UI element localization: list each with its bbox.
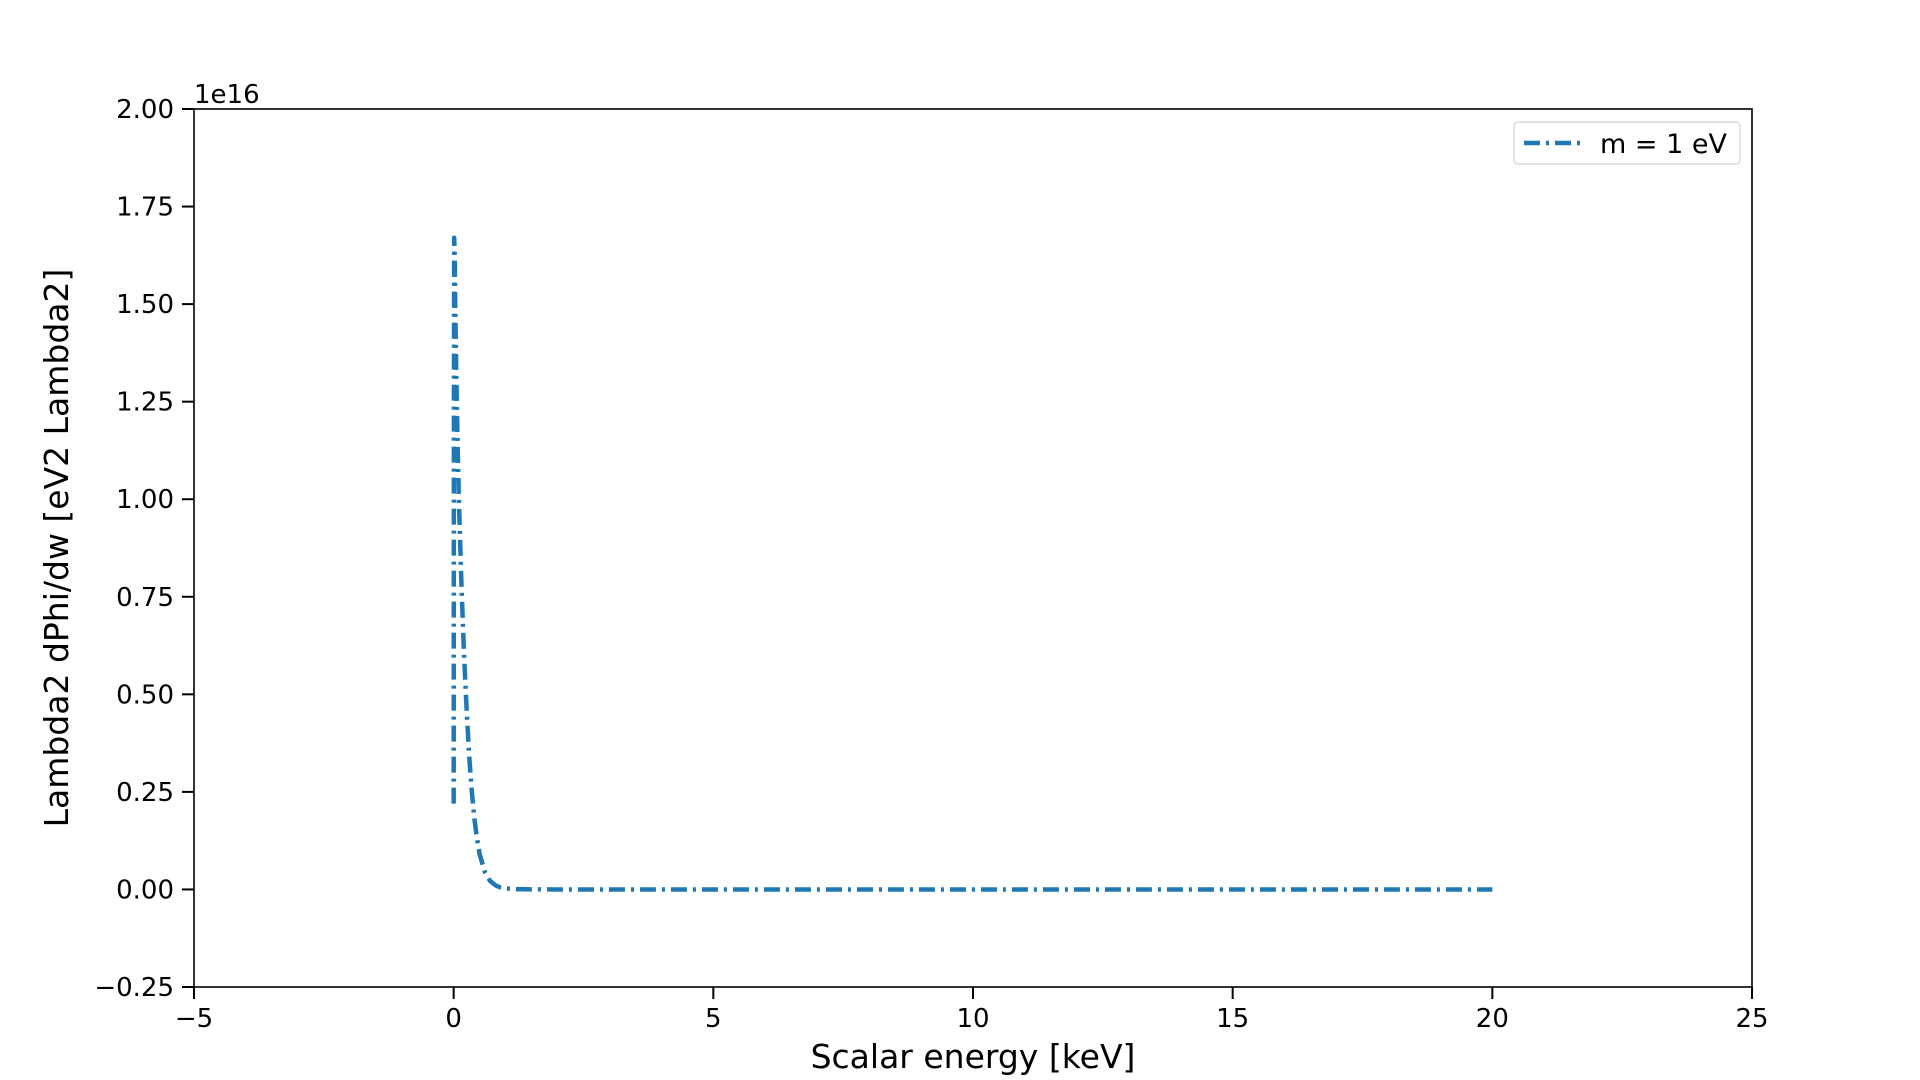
y-tick-label: −0.25 — [94, 973, 174, 1003]
legend-label: m = 1 eV — [1600, 129, 1727, 160]
x-tick-label: 5 — [705, 1004, 722, 1034]
legend: m = 1 eV — [1513, 121, 1741, 165]
y-offset-text: 1e16 — [194, 80, 260, 110]
x-axis-ticks: −5 0 5 10 15 20 25 — [175, 987, 1769, 1034]
y-axis-label: Lambda2 dPhi/dw [eV2 Lambda2] — [37, 269, 76, 828]
x-tick-label: 10 — [956, 1004, 989, 1034]
y-tick-label: 2.00 — [116, 95, 174, 125]
x-tick-label: 15 — [1216, 1004, 1249, 1034]
x-tick-label: 25 — [1735, 1004, 1768, 1034]
series-line — [451, 235, 1493, 892]
plot-frame — [193, 108, 1753, 988]
series-layer — [451, 235, 1493, 892]
x-axis-label: Scalar energy [keV] — [811, 1037, 1136, 1076]
x-tick-label: 20 — [1476, 1004, 1509, 1034]
y-axis-ticks: −0.25 0.00 0.25 0.50 0.75 1.00 1.25 1.50 1.75 2.0… — [94, 95, 194, 1003]
y-tick-label: 0.25 — [116, 778, 174, 808]
y-tick-label: 1.75 — [116, 193, 174, 223]
y-tick-label: 0.50 — [116, 680, 174, 710]
x-tick-label: 0 — [445, 1004, 462, 1034]
y-tick-label: 0.75 — [116, 583, 174, 613]
y-tick-label: 1.50 — [116, 290, 174, 320]
x-tick-label: −5 — [175, 1004, 213, 1034]
y-tick-label: 0.00 — [116, 875, 174, 905]
y-tick-label: 1.25 — [116, 388, 174, 418]
legend-box — [1513, 121, 1741, 165]
y-tick-label: 1.00 — [116, 485, 174, 515]
